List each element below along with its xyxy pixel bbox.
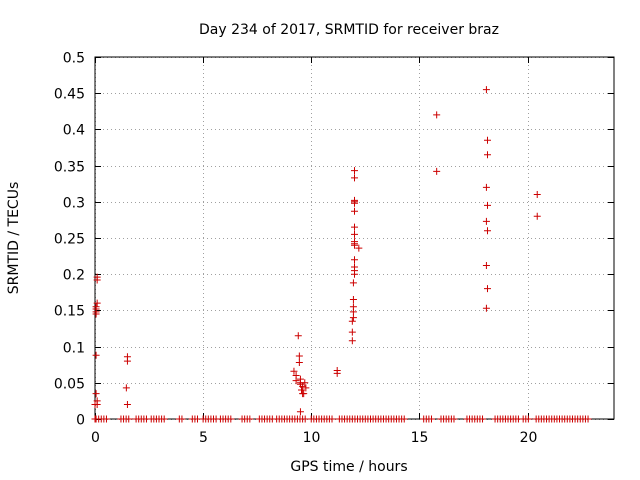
data-point (483, 151, 491, 159)
baseline-point (178, 415, 186, 423)
data-point (296, 408, 304, 416)
y-tick-label: 0 (76, 413, 85, 429)
data-point (298, 386, 306, 394)
y-tick-label: 0.1 (63, 341, 85, 357)
data-point (351, 174, 358, 182)
baseline-point (400, 415, 408, 423)
baseline-point (524, 415, 532, 423)
grid-lines (95, 57, 614, 420)
baseline-point (427, 415, 435, 423)
data-points (91, 86, 592, 423)
data-point (123, 401, 131, 409)
plot-frame (94, 56, 615, 420)
data-point (302, 384, 310, 392)
data-point (482, 262, 490, 270)
baseline-point (301, 415, 309, 423)
x-tick-label: 15 (411, 430, 429, 446)
x-tick-label: 20 (520, 430, 538, 446)
data-point (92, 351, 100, 359)
y-tick-label: 0.35 (54, 160, 85, 176)
data-point (122, 384, 130, 392)
data-point (482, 217, 490, 225)
baseline-point (479, 415, 487, 423)
baseline-point (246, 415, 254, 423)
data-point (351, 263, 358, 271)
y-axis-label: SRMTID / TECUs (6, 182, 22, 295)
data-point (299, 382, 307, 390)
data-point (349, 303, 357, 311)
y-tick-label: 0.15 (54, 304, 85, 320)
data-point (483, 201, 491, 209)
data-point (483, 227, 491, 235)
data-point (351, 223, 358, 231)
baseline-point (227, 415, 235, 423)
data-point (93, 397, 101, 405)
data-point (483, 285, 491, 293)
data-point (349, 279, 357, 287)
data-point (123, 357, 131, 365)
data-point (294, 332, 302, 340)
data-point (295, 359, 303, 367)
data-point (301, 379, 309, 387)
axis-ticks: 0 0.05 0.1 0.15 0.2 0.25 0.3 0.35 0.4 0.45 0.5 0 5 10… (54, 51, 614, 446)
baseline-point (125, 415, 133, 423)
data-point (482, 304, 490, 312)
data-point (482, 183, 490, 191)
y-tick-label: 0.2 (63, 268, 85, 284)
y-tick-label: 0.05 (54, 377, 85, 393)
data-point (483, 136, 491, 144)
data-point (93, 299, 101, 307)
data-point (349, 296, 357, 304)
baseline-point (450, 415, 458, 423)
data-point (355, 244, 363, 252)
y-tick-label: 0.25 (54, 232, 85, 248)
data-point (351, 196, 358, 204)
data-point (351, 167, 358, 175)
baseline-point (102, 415, 110, 423)
data-point (533, 191, 541, 199)
data-point (533, 212, 541, 220)
data-point (292, 377, 300, 385)
baseline-point (160, 415, 168, 423)
data-point (333, 369, 341, 377)
data-point (348, 317, 356, 325)
baseline-point (584, 415, 592, 423)
data-point (351, 230, 358, 238)
data-point (351, 256, 358, 264)
data-point (290, 367, 298, 375)
data-point (93, 273, 101, 281)
y-tick-label: 0.5 (63, 51, 85, 67)
data-point (348, 337, 356, 345)
y-tick-label: 0.45 (54, 87, 85, 103)
y-tick-label: 0.4 (63, 123, 85, 139)
data-point (351, 238, 358, 246)
data-point (300, 390, 308, 398)
data-point (92, 390, 100, 398)
data-point (348, 328, 356, 336)
chart-title: Day 234 of 2017, SRMTID for receiver bra… (199, 22, 499, 38)
data-point (351, 207, 358, 215)
data-point (433, 111, 441, 119)
x-tick-label: 10 (303, 430, 321, 446)
x-tick-label: 0 (91, 430, 100, 446)
baseline-point (328, 415, 336, 423)
x-axis-label: GPS time / hours (290, 459, 407, 475)
data-point (295, 352, 303, 360)
x-tick-label: 5 (199, 430, 208, 446)
data-point (433, 167, 441, 175)
data-point (482, 86, 490, 94)
y-tick-label: 0.3 (63, 196, 85, 212)
data-point (92, 303, 100, 311)
